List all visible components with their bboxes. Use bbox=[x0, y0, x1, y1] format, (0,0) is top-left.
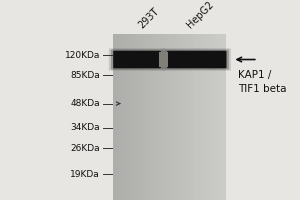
Bar bbox=[190, 34, 193, 200]
Bar bbox=[224, 34, 226, 200]
Bar bbox=[176, 34, 178, 200]
Text: KAP1 /: KAP1 / bbox=[238, 70, 272, 80]
Text: 293T: 293T bbox=[137, 6, 161, 30]
Bar bbox=[142, 34, 144, 200]
Bar bbox=[181, 34, 184, 200]
Bar bbox=[122, 34, 124, 200]
Bar bbox=[167, 34, 170, 200]
Text: 26KDa: 26KDa bbox=[70, 144, 100, 153]
Bar bbox=[164, 34, 167, 200]
Bar bbox=[147, 34, 150, 200]
Bar bbox=[113, 34, 116, 200]
Bar bbox=[215, 34, 218, 200]
Bar bbox=[221, 34, 223, 200]
Bar bbox=[130, 34, 133, 200]
FancyBboxPatch shape bbox=[113, 51, 161, 68]
Bar bbox=[195, 34, 198, 200]
Bar bbox=[159, 52, 168, 67]
Bar bbox=[150, 34, 153, 200]
Bar bbox=[113, 34, 226, 200]
Text: 19KDa: 19KDa bbox=[70, 170, 100, 179]
Bar bbox=[133, 34, 136, 200]
Text: 48KDa: 48KDa bbox=[70, 99, 100, 108]
Bar bbox=[124, 34, 128, 200]
Bar bbox=[218, 34, 221, 200]
FancyBboxPatch shape bbox=[164, 49, 229, 70]
Bar bbox=[207, 34, 209, 200]
FancyBboxPatch shape bbox=[162, 48, 231, 71]
Bar bbox=[187, 34, 190, 200]
Text: 34KDa: 34KDa bbox=[70, 123, 100, 132]
Bar bbox=[156, 34, 158, 200]
Bar bbox=[204, 34, 207, 200]
Bar bbox=[193, 34, 195, 200]
Bar bbox=[136, 34, 139, 200]
Text: 85KDa: 85KDa bbox=[70, 71, 100, 80]
Bar bbox=[209, 34, 212, 200]
Text: TIF1 beta: TIF1 beta bbox=[238, 84, 287, 94]
Bar bbox=[178, 34, 181, 200]
Bar bbox=[184, 34, 187, 200]
Bar bbox=[139, 34, 142, 200]
Bar bbox=[158, 34, 161, 200]
Bar bbox=[201, 34, 204, 200]
Bar bbox=[128, 34, 130, 200]
Bar bbox=[153, 34, 156, 200]
Text: 120KDa: 120KDa bbox=[64, 51, 100, 60]
FancyBboxPatch shape bbox=[167, 51, 226, 68]
Bar bbox=[116, 34, 119, 200]
Bar bbox=[144, 34, 147, 200]
Bar bbox=[161, 34, 164, 200]
Bar bbox=[119, 34, 122, 200]
FancyBboxPatch shape bbox=[111, 49, 163, 70]
Bar bbox=[173, 34, 175, 200]
Bar bbox=[212, 34, 215, 200]
Bar bbox=[170, 34, 173, 200]
Bar bbox=[198, 34, 201, 200]
FancyBboxPatch shape bbox=[109, 48, 165, 71]
Text: HepG2: HepG2 bbox=[185, 0, 215, 30]
